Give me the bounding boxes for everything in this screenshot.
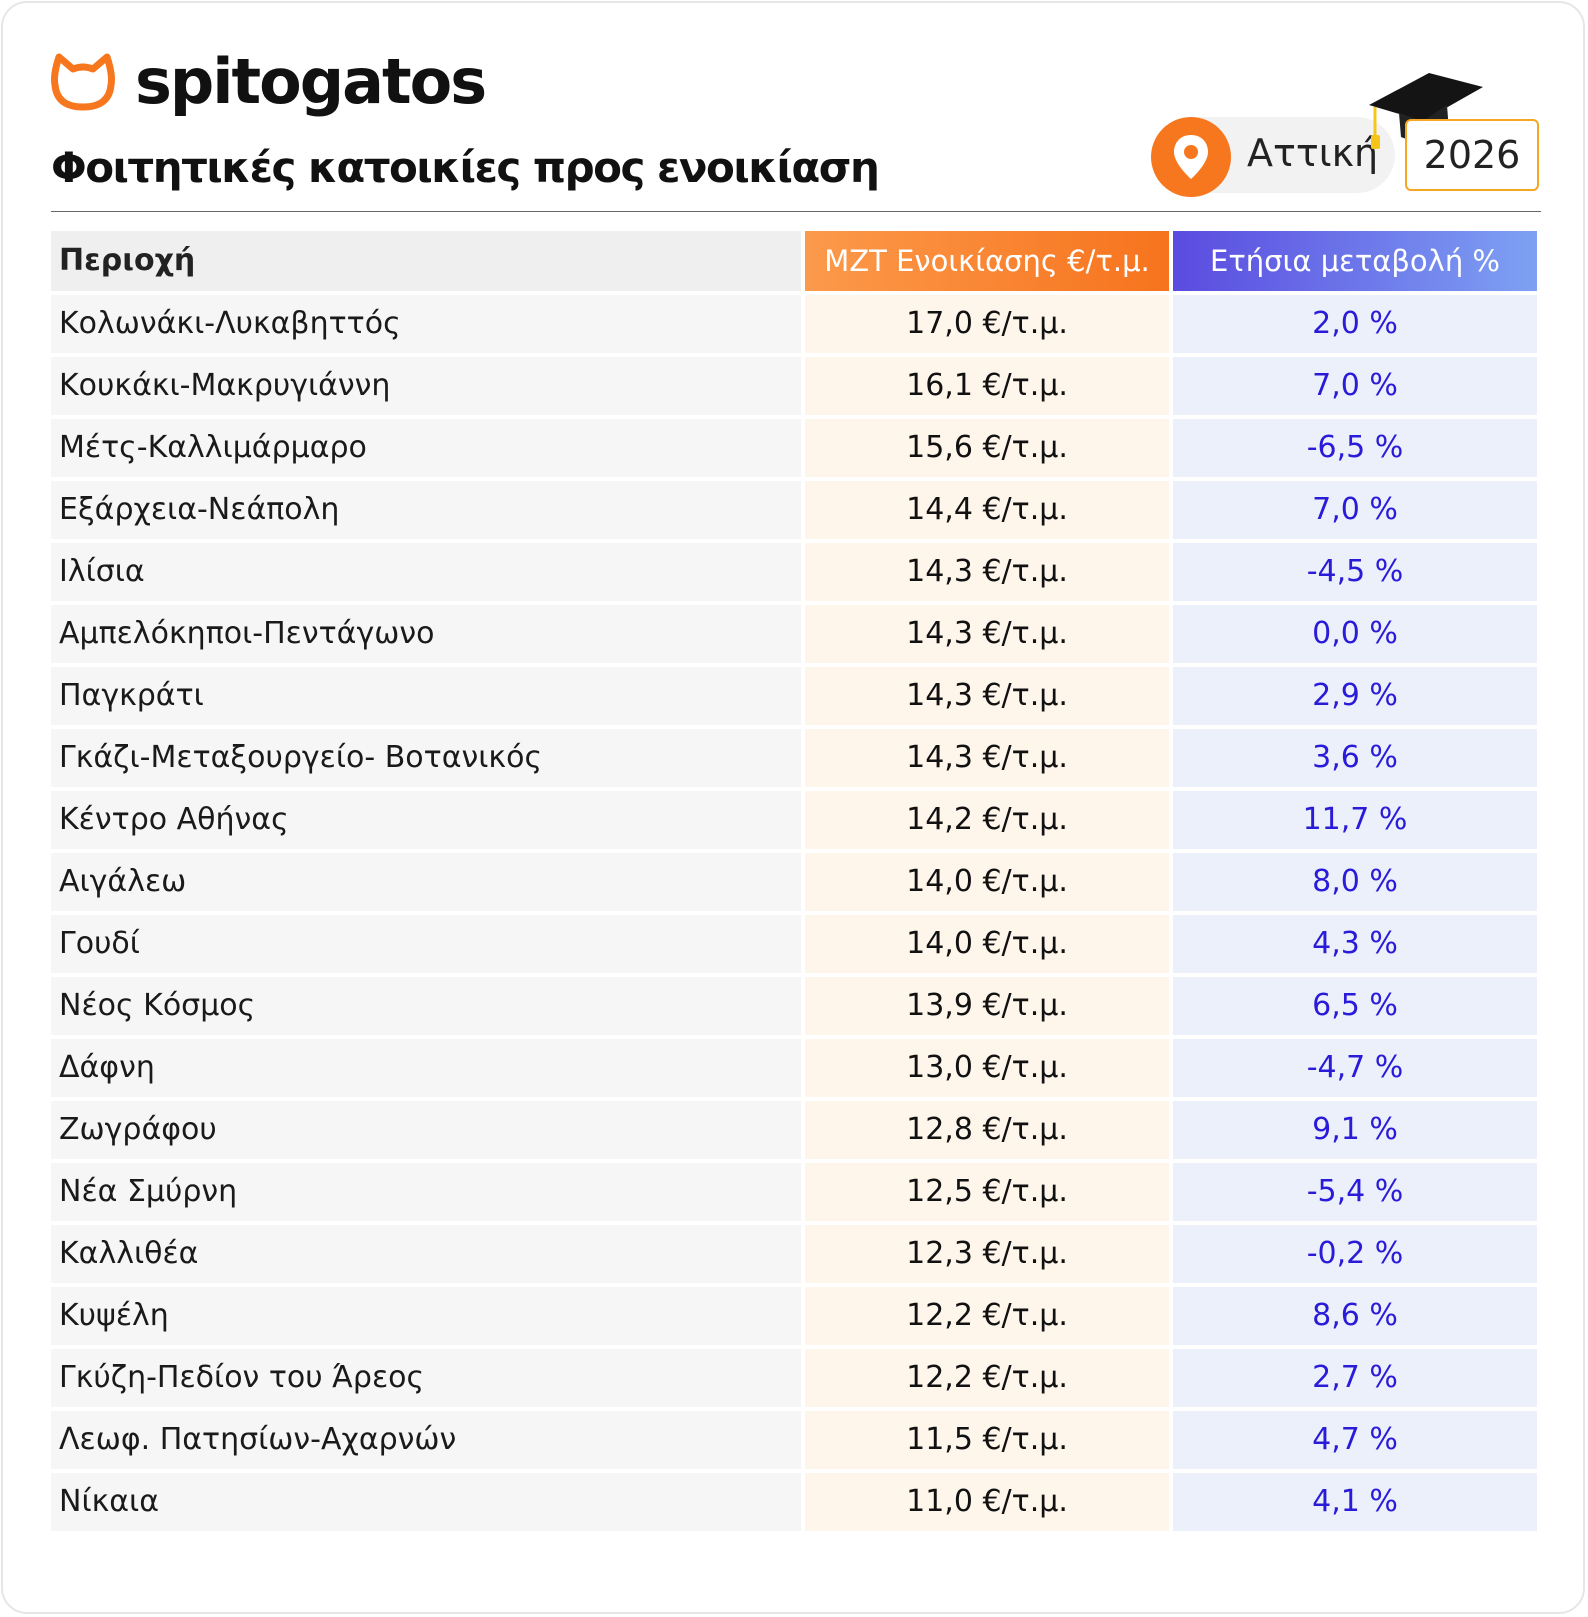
area-cell: Κουκάκι-Μακρυγιάννη: [51, 357, 801, 415]
price-cell: 12,5 €/τ.μ.: [805, 1163, 1169, 1221]
area-cell: Μέτς-Καλλιμάρμαρο: [51, 419, 801, 477]
column-header-area: Περιοχή: [51, 231, 801, 291]
change-cell: 8,0 %: [1173, 853, 1537, 911]
change-cell: 0,0 %: [1173, 605, 1537, 663]
price-cell: 13,0 €/τ.μ.: [805, 1039, 1169, 1097]
table-row: Γουδί 14,0 €/τ.μ. 4,3 %: [51, 915, 1541, 973]
cat-outline-icon: [49, 51, 117, 113]
price-cell: 12,8 €/τ.μ.: [805, 1101, 1169, 1159]
table-row: Γκάζι-Μεταξουργείο- Βοτανικός 14,3 €/τ.μ.…: [51, 729, 1541, 787]
table-row: Παγκράτι 14,3 €/τ.μ. 2,9 %: [51, 667, 1541, 725]
table-row: Εξάρχεια-Νεάπολη 14,4 €/τ.μ. 7,0 %: [51, 481, 1541, 539]
column-header-price: ΜΖΤ Ενοικίασης €/τ.μ.: [805, 231, 1169, 291]
area-cell: Παγκράτι: [51, 667, 801, 725]
price-cell: 14,0 €/τ.μ.: [805, 853, 1169, 911]
table-row: Κολωνάκι-Λυκαβηττός 17,0 €/τ.μ. 2,0 %: [51, 295, 1541, 353]
price-cell: 11,0 €/τ.μ.: [805, 1473, 1169, 1531]
change-cell: -0,2 %: [1173, 1225, 1537, 1283]
price-cell: 14,0 €/τ.μ.: [805, 915, 1169, 973]
region-label: Αττική: [1247, 131, 1379, 175]
area-cell: Δάφνη: [51, 1039, 801, 1097]
area-cell: Αιγάλεω: [51, 853, 801, 911]
price-cell: 16,1 €/τ.μ.: [805, 357, 1169, 415]
change-cell: 11,7 %: [1173, 791, 1537, 849]
change-cell: 2,0 %: [1173, 295, 1537, 353]
area-cell: Λεωφ. Πατησίων-Αχαρνών: [51, 1411, 801, 1469]
price-cell: 12,2 €/τ.μ.: [805, 1349, 1169, 1407]
brand-name: spitogatos: [135, 45, 487, 118]
area-cell: Γκάζι-Μεταξουργείο- Βοτανικός: [51, 729, 801, 787]
change-cell: 4,3 %: [1173, 915, 1537, 973]
change-cell: 9,1 %: [1173, 1101, 1537, 1159]
area-cell: Νέα Σμύρνη: [51, 1163, 801, 1221]
price-cell: 13,9 €/τ.μ.: [805, 977, 1169, 1035]
page-title: Φοιτητικές κατοικίες προς ενοικίαση: [51, 143, 880, 192]
area-cell: Καλλιθέα: [51, 1225, 801, 1283]
change-cell: -5,4 %: [1173, 1163, 1537, 1221]
price-cell: 14,3 €/τ.μ.: [805, 605, 1169, 663]
area-cell: Εξάρχεια-Νεάπολη: [51, 481, 801, 539]
brand-logo: spitogatos: [49, 45, 487, 118]
change-cell: 4,1 %: [1173, 1473, 1537, 1531]
table-row: Αιγάλεω 14,0 €/τ.μ. 8,0 %: [51, 853, 1541, 911]
area-cell: Αμπελόκηποι-Πεντάγωνο: [51, 605, 801, 663]
price-cell: 11,5 €/τ.μ.: [805, 1411, 1169, 1469]
table-row: Ζωγράφου 12,8 €/τ.μ. 9,1 %: [51, 1101, 1541, 1159]
price-cell: 12,2 €/τ.μ.: [805, 1287, 1169, 1345]
table-row: Ιλίσια 14,3 €/τ.μ. -4,5 %: [51, 543, 1541, 601]
table-header-row: Περιοχή ΜΖΤ Ενοικίασης €/τ.μ. Ετήσια μετ…: [51, 231, 1541, 291]
price-cell: 14,3 €/τ.μ.: [805, 667, 1169, 725]
table-row: Μέτς-Καλλιμάρμαρο 15,6 €/τ.μ. -6,5 %: [51, 419, 1541, 477]
table-row: Νέα Σμύρνη 12,5 €/τ.μ. -5,4 %: [51, 1163, 1541, 1221]
area-cell: Κολωνάκι-Λυκαβηττός: [51, 295, 801, 353]
price-cell: 17,0 €/τ.μ.: [805, 295, 1169, 353]
table-body: Κολωνάκι-Λυκαβηττός 17,0 €/τ.μ. 2,0 % Κουκά…: [51, 295, 1541, 1531]
area-cell: Ζωγράφου: [51, 1101, 801, 1159]
change-cell: 3,6 %: [1173, 729, 1537, 787]
area-cell: Γκύζη-Πεδίον του Άρεος: [51, 1349, 801, 1407]
rent-table: Περιοχή ΜΖΤ Ενοικίασης €/τ.μ. Ετήσια μετ…: [51, 231, 1541, 1535]
change-cell: -4,5 %: [1173, 543, 1537, 601]
table-row: Λεωφ. Πατησίων-Αχαρνών 11,5 €/τ.μ. 4,7 %: [51, 1411, 1541, 1469]
table-row: Κυψέλη 12,2 €/τ.μ. 8,6 %: [51, 1287, 1541, 1345]
table-row: Νίκαια 11,0 €/τ.μ. 4,1 %: [51, 1473, 1541, 1531]
area-cell: Γουδί: [51, 915, 801, 973]
price-cell: 14,3 €/τ.μ.: [805, 543, 1169, 601]
area-cell: Κυψέλη: [51, 1287, 801, 1345]
table-row: Καλλιθέα 12,3 €/τ.μ. -0,2 %: [51, 1225, 1541, 1283]
change-cell: 7,0 %: [1173, 481, 1537, 539]
price-cell: 14,4 €/τ.μ.: [805, 481, 1169, 539]
area-cell: Νίκαια: [51, 1473, 801, 1531]
table-row: Νέος Κόσμος 13,9 €/τ.μ. 6,5 %: [51, 977, 1541, 1035]
change-cell: -6,5 %: [1173, 419, 1537, 477]
change-cell: 8,6 %: [1173, 1287, 1537, 1345]
change-cell: -4,7 %: [1173, 1039, 1537, 1097]
change-cell: 6,5 %: [1173, 977, 1537, 1035]
year-badge: 2026: [1405, 119, 1539, 191]
change-cell: 2,7 %: [1173, 1349, 1537, 1407]
table-row: Κέντρο Αθήνας 14,2 €/τ.μ. 11,7 %: [51, 791, 1541, 849]
header-divider: [51, 211, 1541, 212]
table-row: Γκύζη-Πεδίον του Άρεος 12,2 €/τ.μ. 2,7 %: [51, 1349, 1541, 1407]
area-cell: Κέντρο Αθήνας: [51, 791, 801, 849]
area-cell: Νέος Κόσμος: [51, 977, 801, 1035]
column-header-change: Ετήσια μεταβολή %: [1173, 231, 1537, 291]
price-cell: 14,2 €/τ.μ.: [805, 791, 1169, 849]
price-cell: 12,3 €/τ.μ.: [805, 1225, 1169, 1283]
location-pin-icon: [1151, 117, 1231, 197]
price-cell: 14,3 €/τ.μ.: [805, 729, 1169, 787]
change-cell: 7,0 %: [1173, 357, 1537, 415]
table-row: Αμπελόκηποι-Πεντάγωνο 14,3 €/τ.μ. 0,0 %: [51, 605, 1541, 663]
change-cell: 4,7 %: [1173, 1411, 1537, 1469]
table-row: Δάφνη 13,0 €/τ.μ. -4,7 %: [51, 1039, 1541, 1097]
table-row: Κουκάκι-Μακρυγιάννη 16,1 €/τ.μ. 7,0 %: [51, 357, 1541, 415]
price-cell: 15,6 €/τ.μ.: [805, 419, 1169, 477]
change-cell: 2,9 %: [1173, 667, 1537, 725]
area-cell: Ιλίσια: [51, 543, 801, 601]
